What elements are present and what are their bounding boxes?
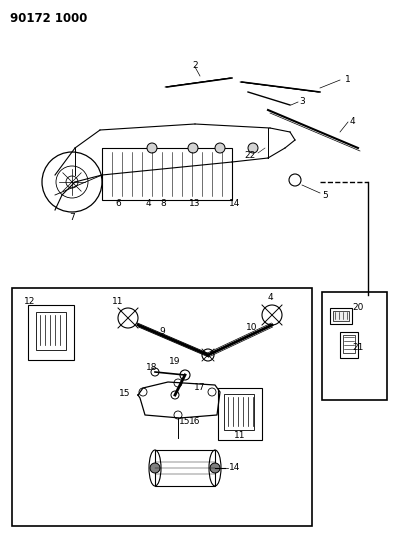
Bar bbox=[224, 394, 254, 430]
Text: 14: 14 bbox=[229, 199, 241, 208]
Text: 22: 22 bbox=[244, 150, 256, 159]
Circle shape bbox=[147, 143, 157, 153]
Bar bbox=[102, 148, 232, 200]
Text: 12: 12 bbox=[24, 297, 35, 306]
Text: 19: 19 bbox=[169, 358, 181, 367]
Text: 18: 18 bbox=[146, 364, 158, 373]
Text: 2: 2 bbox=[192, 61, 198, 69]
Bar bbox=[322, 292, 387, 400]
Circle shape bbox=[188, 143, 198, 153]
Text: 90172 1000: 90172 1000 bbox=[10, 12, 87, 25]
Text: 13: 13 bbox=[189, 199, 201, 208]
Text: 7: 7 bbox=[69, 214, 75, 222]
Text: 6: 6 bbox=[115, 199, 121, 208]
Bar bbox=[218, 388, 262, 440]
Text: 15: 15 bbox=[179, 417, 191, 426]
Text: 4: 4 bbox=[267, 294, 273, 303]
Text: 14: 14 bbox=[229, 464, 241, 472]
Text: 11: 11 bbox=[112, 297, 124, 306]
Bar bbox=[333, 311, 349, 321]
Text: 4: 4 bbox=[145, 199, 151, 208]
Bar bbox=[343, 335, 355, 353]
Circle shape bbox=[210, 463, 220, 473]
Text: 8: 8 bbox=[160, 199, 166, 208]
Circle shape bbox=[150, 463, 160, 473]
Text: 15: 15 bbox=[119, 389, 131, 398]
Text: 1: 1 bbox=[345, 76, 351, 85]
Text: 11: 11 bbox=[234, 431, 246, 440]
Bar bbox=[36, 312, 66, 350]
Circle shape bbox=[215, 143, 225, 153]
Bar bbox=[12, 288, 312, 526]
Bar bbox=[340, 332, 358, 358]
Bar bbox=[155, 450, 215, 486]
Bar bbox=[330, 308, 352, 324]
Bar bbox=[28, 305, 74, 360]
Text: 20: 20 bbox=[352, 303, 364, 312]
Text: 21: 21 bbox=[352, 343, 364, 352]
Text: 3: 3 bbox=[299, 98, 305, 107]
Text: 17: 17 bbox=[194, 384, 206, 392]
Text: 5: 5 bbox=[322, 190, 328, 199]
Text: 9: 9 bbox=[159, 327, 165, 336]
Text: 10: 10 bbox=[246, 324, 258, 333]
Text: 16: 16 bbox=[189, 416, 201, 425]
Text: 4: 4 bbox=[349, 117, 355, 126]
Circle shape bbox=[248, 143, 258, 153]
